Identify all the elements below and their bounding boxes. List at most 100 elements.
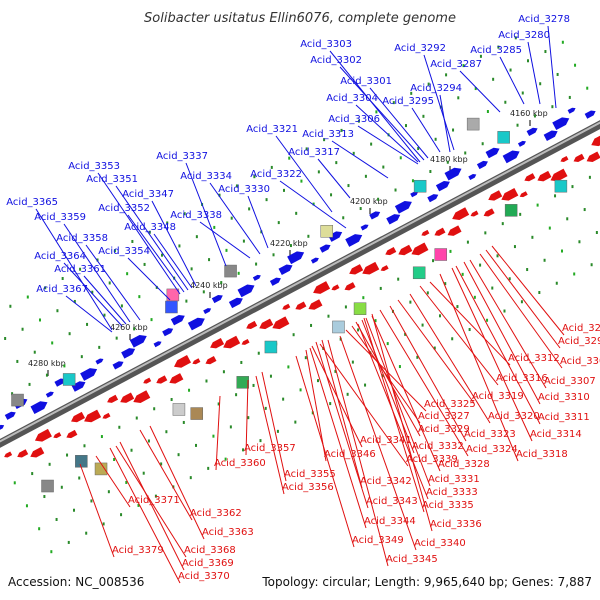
gene-label-acid-3332[interactable]: Acid_3332 [412,441,464,452]
gene-label-acid-3327[interactable]: Acid_3327 [418,411,470,422]
gene-label-acid-3335[interactable]: Acid_3335 [422,500,474,511]
reverse-gene-arrow [272,316,290,330]
gene-label-acid-3351[interactable]: Acid_3351 [86,174,138,185]
track-dot [386,342,389,346]
gene-label-acid-3297[interactable]: Acid_3297 [562,323,600,334]
gene-label-acid-3344[interactable]: Acid_3344 [364,516,416,527]
gene-label-acid-3280[interactable]: Acid_3280 [498,30,550,41]
gene-label-acid-3361[interactable]: Acid_3361 [54,264,106,275]
gene-label-acid-3298[interactable]: Acid_3298 [558,336,600,347]
gene-label-acid-3339[interactable]: Acid_3339 [406,454,458,465]
gene-label-acid-3345[interactable]: Acid_3345 [386,554,438,565]
forward-leader-line [357,125,419,165]
forward-leader-line [127,257,171,301]
gene-label-acid-3316[interactable]: Acid_3316 [496,373,548,384]
track-dot [519,212,522,216]
gene-label-acid-3324[interactable]: Acid_3324 [466,444,518,455]
track-dot [56,309,59,313]
gene-label-acid-3318[interactable]: Acid_3318 [516,449,568,460]
gene-label-acid-3278[interactable]: Acid_3278 [518,14,570,25]
gene-label-acid-3349[interactable]: Acid_3349 [352,535,404,546]
gene-label-acid-3347[interactable]: Acid_3347 [122,189,174,200]
gene-label-acid-3285[interactable]: Acid_3285 [470,45,522,56]
gene-block [554,179,568,193]
gene-label-acid-3348[interactable]: Acid_3348 [124,222,176,233]
gene-label-acid-3354[interactable]: Acid_3354 [98,246,150,257]
gene-label-acid-3353[interactable]: Acid_3353 [68,161,120,172]
track-dot [188,388,191,392]
gene-label-acid-3303[interactable]: Acid_3303 [300,39,352,50]
gene-label-acid-3292[interactable]: Acid_3292 [394,43,446,54]
track-dot [508,277,511,281]
track-dot [357,328,360,332]
track-dot [410,91,413,95]
gene-label-acid-3312[interactable]: Acid_3312 [508,353,560,364]
gene-label-acid-3368[interactable]: Acid_3368 [184,545,236,556]
reverse-leader-line [109,447,181,584]
gene-label-acid-3367[interactable]: Acid_3367 [36,284,88,295]
gene-label-acid-3352[interactable]: Acid_3352 [98,203,150,214]
gene-label-acid-3334[interactable]: Acid_3334 [180,171,232,182]
gene-label-acid-3369[interactable]: Acid_3369 [182,558,234,569]
gene-label-acid-3355[interactable]: Acid_3355 [284,469,336,480]
forward-leader-line [209,182,261,255]
gene-label-acid-3301[interactable]: Acid_3301 [340,76,392,87]
gene-label-acid-3365[interactable]: Acid_3365 [6,197,58,208]
track-dot [492,77,495,81]
gene-label-acid-3336[interactable]: Acid_3336 [430,519,482,530]
gene-label-acid-3357[interactable]: Acid_3357 [244,443,296,454]
gene-label-acid-3304[interactable]: Acid_3304 [326,93,378,104]
gene-label-acid-3322[interactable]: Acid_3322 [250,169,302,180]
gene-label-acid-3323[interactable]: Acid_3323 [464,429,516,440]
forward-leader-line [499,56,525,105]
gene-label-acid-3330[interactable]: Acid_3330 [218,184,270,195]
gene-label-acid-3319[interactable]: Acid_3319 [472,391,524,402]
gene-label-acid-3342[interactable]: Acid_3342 [360,476,412,487]
track-dot [398,365,401,369]
gene-label-acid-3333[interactable]: Acid_3333 [426,487,478,498]
gene-label-acid-3295[interactable]: Acid_3295 [382,96,434,107]
gene-label-acid-3337[interactable]: Acid_3337 [156,151,208,162]
gene-label-acid-3358[interactable]: Acid_3358 [56,233,108,244]
track-dot [26,295,29,299]
gene-label-acid-3338[interactable]: Acid_3338 [170,210,222,221]
gene-label-acid-3371[interactable]: Acid_3371 [128,495,180,506]
gene-label-acid-3341[interactable]: Acid_3341 [360,435,412,446]
gene-label-acid-3307[interactable]: Acid_3307 [544,376,596,387]
gene-label-acid-3360[interactable]: Acid_3360 [214,458,266,469]
gene-label-acid-3346[interactable]: Acid_3346 [324,449,376,460]
gene-label-acid-3379[interactable]: Acid_3379 [112,545,164,556]
gene-label-acid-3370[interactable]: Acid_3370 [178,571,230,582]
track-dot [142,471,145,475]
gene-label-acid-3287[interactable]: Acid_3287 [430,59,482,70]
gene-label-acid-3310[interactable]: Acid_3310 [538,392,590,403]
gene-block [413,179,427,193]
gene-label-acid-3362[interactable]: Acid_3362 [190,508,242,519]
track-dot [451,337,454,341]
gene-label-acid-3320[interactable]: Acid_3320 [488,411,540,422]
gene-label-acid-3356[interactable]: Acid_3356 [282,482,334,493]
gene-label-acid-3364[interactable]: Acid_3364 [34,251,86,262]
track-dot [312,202,315,206]
gene-label-acid-3314[interactable]: Acid_3314 [530,429,582,440]
gene-label-acid-3321[interactable]: Acid_3321 [246,124,298,135]
gene-label-acid-3325[interactable]: Acid_3325 [424,399,476,410]
gene-label-acid-3317[interactable]: Acid_3317 [288,147,340,158]
gene-label-acid-3313[interactable]: Acid_3313 [302,129,354,140]
track-dot [130,448,133,452]
gene-label-acid-3302[interactable]: Acid_3302 [310,55,362,66]
gene-label-acid-3340[interactable]: Acid_3340 [414,538,466,549]
gene-label-acid-3363[interactable]: Acid_3363 [202,527,254,538]
gene-label-acid-3306[interactable]: Acid_3306 [328,114,380,125]
gene-label-acid-3311[interactable]: Acid_3311 [538,412,590,423]
gene-label-acid-3359[interactable]: Acid_3359 [34,212,86,223]
gene-label-acid-3343[interactable]: Acid_3343 [366,496,418,507]
gene-label-acid-3328[interactable]: Acid_3328 [438,459,490,470]
gene-label-acid-3294[interactable]: Acid_3294 [410,83,462,94]
track-dot [282,397,285,401]
track-dot [595,231,598,235]
gene-label-acid-3300[interactable]: Acid_3300 [560,356,600,367]
track-dot [55,517,58,521]
gene-label-acid-3329[interactable]: Acid_3329 [418,424,470,435]
gene-label-acid-3331[interactable]: Acid_3331 [428,474,480,485]
